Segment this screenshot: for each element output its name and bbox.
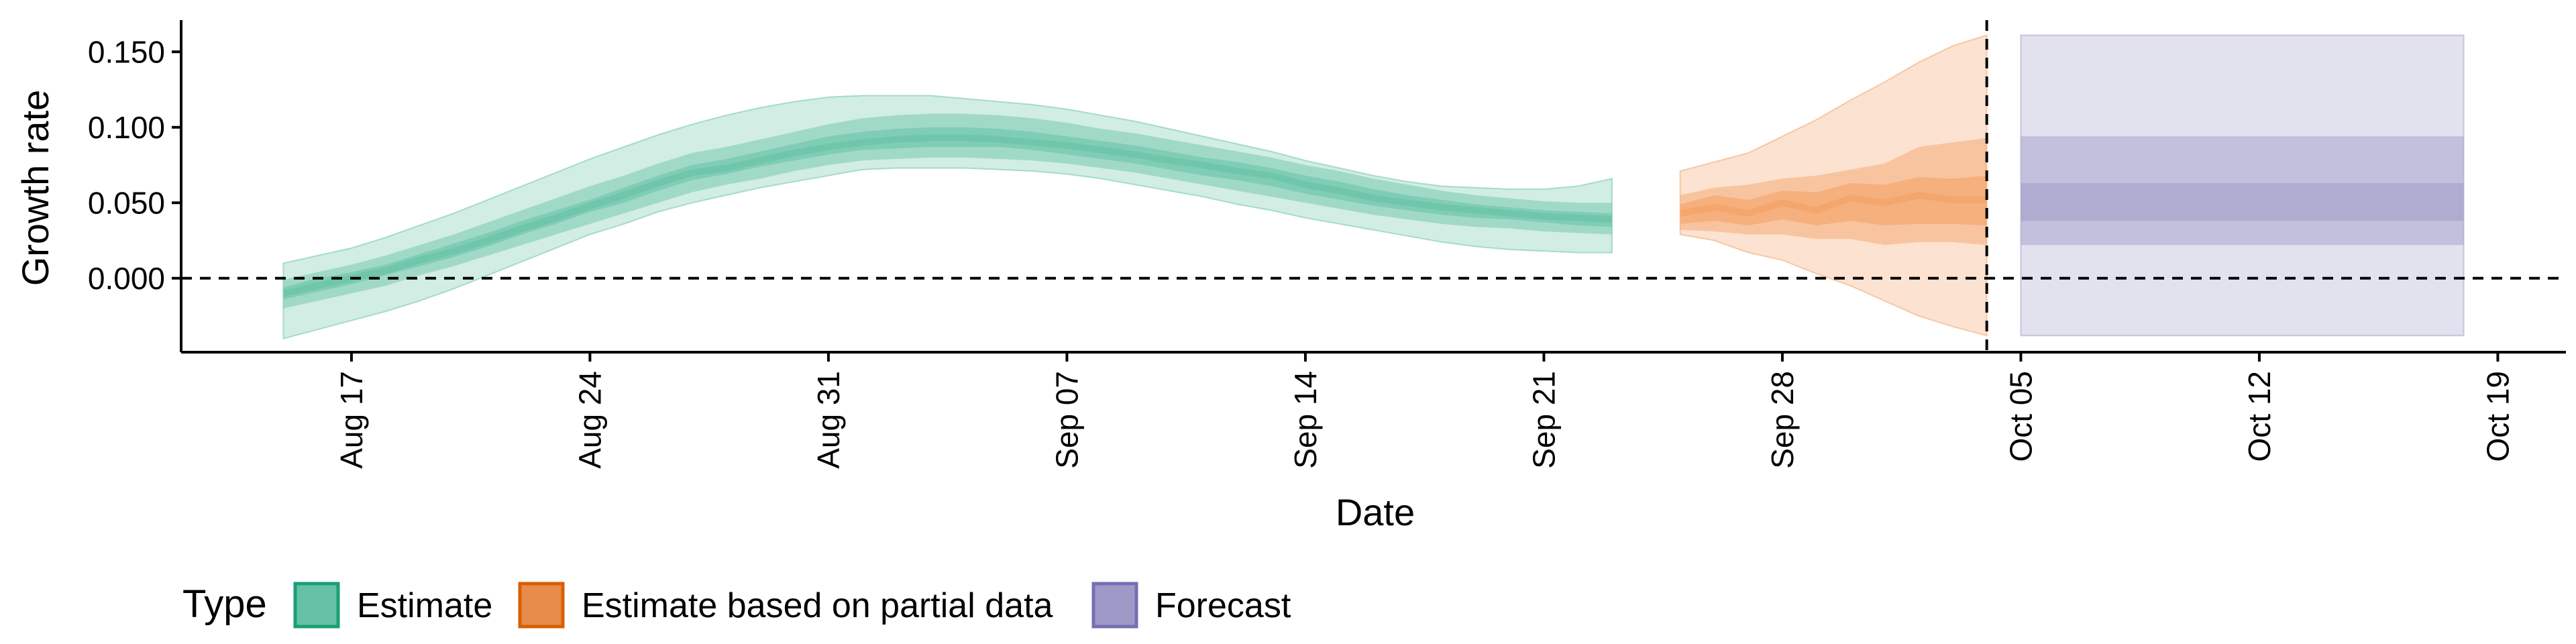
x-tick-label: Oct 05 <box>2003 371 2038 462</box>
y-tick-label: 0.000 <box>88 261 165 296</box>
x-tick-label: Aug 24 <box>572 371 607 469</box>
reference-lines <box>181 20 2566 352</box>
median-line-0 <box>282 134 1613 297</box>
chart-bands <box>282 34 2465 340</box>
median-line-1 <box>1679 192 1987 217</box>
legend-label: Forecast <box>1155 586 1291 625</box>
y-axis-title: Growth rate <box>14 90 56 286</box>
band-90-0 <box>283 113 1612 309</box>
legend-label: Estimate based on partial data <box>582 586 1053 625</box>
x-tick-label: Sep 21 <box>1526 371 1561 469</box>
x-tick-label: Sep 07 <box>1049 371 1084 469</box>
band-outer-0 <box>282 95 1613 340</box>
y-tick-label: 0.150 <box>88 34 165 69</box>
x-tick-label: Aug 31 <box>811 371 846 469</box>
x-tick-label: Oct 12 <box>2242 371 2277 462</box>
band-50-0 <box>283 127 1612 300</box>
x-tick-label: Sep 28 <box>1765 371 1800 469</box>
legend-title: Type <box>182 582 267 626</box>
legend-swatch <box>518 582 565 629</box>
legend-swatch <box>1091 582 1138 629</box>
y-tick-label: 0.050 <box>88 185 165 220</box>
legend: Type Estimate Estimate based on partial d… <box>182 582 1291 629</box>
legend-label: Estimate <box>357 586 492 625</box>
legend-swatch <box>293 582 340 629</box>
x-tick-label: Aug 17 <box>334 371 369 469</box>
band-outer-1 <box>1679 34 1988 337</box>
y-tick-label: 0.100 <box>88 110 165 145</box>
x-tick-label: Sep 14 <box>1288 371 1323 469</box>
band-50-2 <box>2021 183 2464 221</box>
x-axis-title: Date <box>1336 491 1415 533</box>
x-tick-label: Oct 19 <box>2480 371 2515 462</box>
chart-axes: 0.000 0.050 0.100 0.150 Aug 17 Aug 24 Aug 31 Se… <box>88 20 2566 469</box>
chart-median-lines <box>282 134 1987 297</box>
